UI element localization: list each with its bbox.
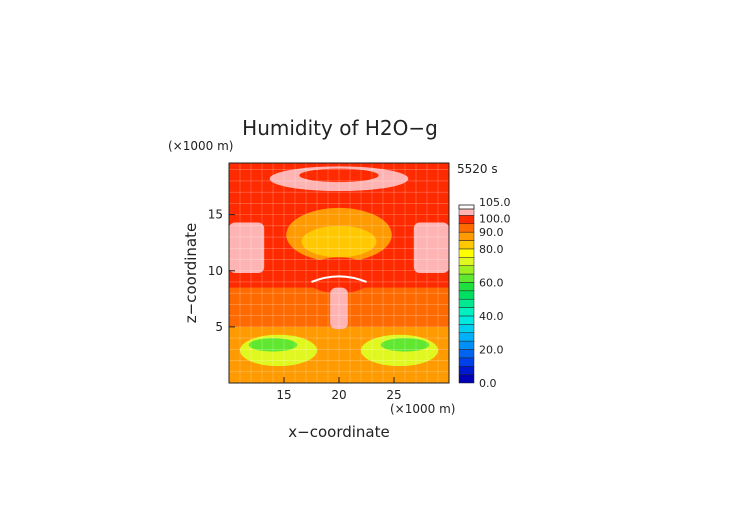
colorbar-swatch-1 [458, 365, 475, 375]
colorbar-swatch-5 [458, 332, 475, 342]
contour-overlay [311, 275, 367, 283]
colorbar-swatch-13 [458, 265, 475, 275]
contour-arc-line [311, 275, 367, 283]
colorbar-swatch-19 [458, 215, 475, 225]
contour-field [229, 163, 449, 383]
contour-region-6 [380, 338, 430, 352]
colorbar-swatch-15 [458, 248, 475, 258]
colorbar-swatch-6 [458, 324, 475, 333]
colorbar-tick-label: 90.0 [479, 226, 504, 239]
x-axis-label: x−coordinate [288, 423, 389, 441]
time-label: 5520 s [457, 162, 498, 176]
colorbar-swatch-2 [458, 357, 475, 367]
contour-region-12 [229, 222, 265, 273]
colorbar-swatch-4 [458, 340, 475, 350]
contour-region-13 [413, 222, 449, 273]
colorbar-swatch-12 [458, 273, 475, 283]
colorbar-swatch-11 [458, 282, 475, 292]
z-tick-label: 15 [208, 208, 223, 222]
colorbar-swatch-18 [458, 223, 475, 233]
colorbar-tick-label: 80.0 [479, 243, 504, 256]
colorbar-swatch-8 [458, 307, 475, 317]
colorbar-tick-label: 100.0 [479, 212, 511, 225]
z-tick-label: 5 [215, 320, 223, 334]
colorbar-swatch-17 [458, 231, 475, 241]
colorbar-swatch-14 [458, 257, 475, 266]
contour-region-5 [248, 338, 298, 352]
x-tick-label: 15 [276, 388, 291, 402]
colorbar-swatch-0 [458, 374, 475, 384]
contour-region-11 [299, 168, 379, 183]
x-axis-ticks: 15 20 25 [276, 377, 402, 402]
colorbar-swatch-3 [458, 349, 475, 359]
colorbar-tick-label: 0.0 [479, 377, 497, 390]
contour-region-8 [301, 225, 377, 258]
z-axis-label: z−coordinate [182, 223, 200, 323]
colorbar-swatch-9 [458, 298, 475, 308]
grid-lines [229, 163, 449, 383]
colorbar-swatch-10 [458, 290, 475, 300]
colorbar-tick-label: 20.0 [479, 343, 504, 356]
contour-region-9 [303, 257, 375, 294]
chart-title: Humidity of H2O−g [242, 116, 438, 140]
colorbar-tick-label: 105.0 [479, 196, 511, 209]
colorbar-cap [458, 204, 475, 210]
x-tick-label: 25 [386, 388, 401, 402]
x-unit-label: (×1000 m) [390, 402, 455, 416]
colorbar-tick-label: 60.0 [479, 276, 504, 289]
z-unit-label: (×1000 m) [168, 139, 233, 153]
z-tick-label: 10 [208, 264, 223, 278]
contour-region-14 [330, 287, 348, 330]
colorbar-tick-label: 40.0 [479, 310, 504, 323]
z-axis-ticks: 5 10 15 [208, 208, 235, 334]
x-tick-label: 20 [331, 388, 346, 402]
colorbar-swatch-16 [458, 240, 475, 250]
colorbar-swatch-7 [458, 315, 475, 325]
